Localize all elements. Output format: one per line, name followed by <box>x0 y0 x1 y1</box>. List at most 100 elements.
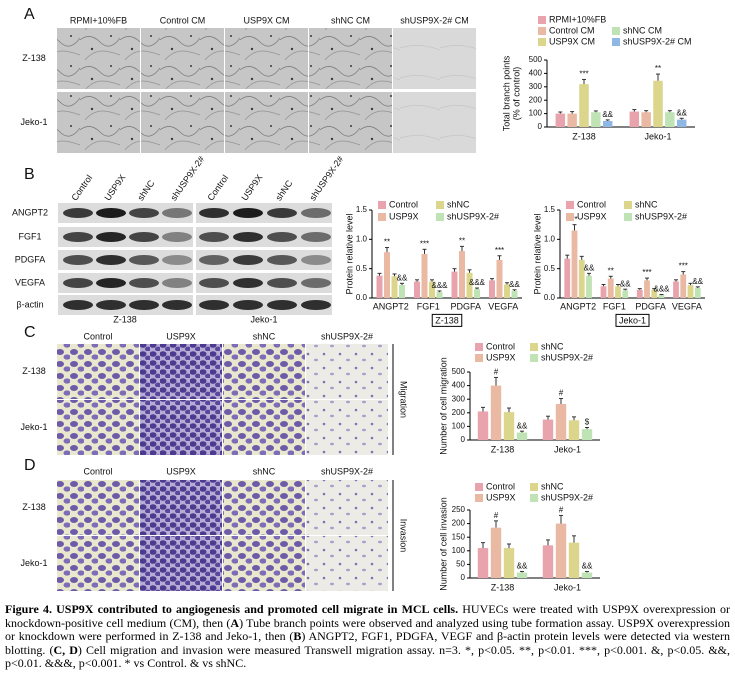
lane-label: Control <box>69 173 94 203</box>
caption-text: ) Cell migration and invasion were measu… <box>5 642 730 671</box>
significance-label: ** <box>384 238 390 247</box>
blot-band <box>96 300 126 310</box>
bar <box>516 432 528 440</box>
caption: Figure 4. USP9X contributed to angiogene… <box>5 602 730 671</box>
bar <box>651 289 658 298</box>
blot-band <box>96 278 126 288</box>
significance-label: $ <box>585 418 590 427</box>
y-tick-label: 500 <box>529 55 543 64</box>
micrograph <box>141 92 224 153</box>
legend-swatch <box>436 213 444 221</box>
bar <box>571 230 578 298</box>
legend-swatch <box>538 27 546 35</box>
blot-band <box>267 232 297 242</box>
y-tick-label: 400 <box>529 69 543 78</box>
bar <box>658 295 665 298</box>
legend-swatch <box>566 213 574 221</box>
legend-swatch <box>612 27 620 35</box>
legend-swatch <box>530 343 538 351</box>
bar <box>391 276 398 298</box>
significance-label: *** <box>642 268 651 277</box>
bar <box>496 259 503 298</box>
y-tick-label: 500 <box>452 367 466 376</box>
y-tick-label: 300 <box>529 82 543 91</box>
significance-label: *** <box>679 262 688 271</box>
significance-label: *** <box>579 70 588 79</box>
significance-label: ** <box>571 215 577 224</box>
legend-swatch <box>530 483 538 491</box>
blot-band <box>162 232 192 242</box>
bar <box>516 572 528 578</box>
caption-ref: B <box>293 629 302 644</box>
x-axis-label: Z-138 <box>435 315 459 325</box>
x-label-box <box>615 313 650 327</box>
y-tick-label: 0 <box>461 435 466 444</box>
significance-label: *** <box>420 239 429 248</box>
bar <box>555 523 567 578</box>
legend-label: shUSP9X-2# <box>635 211 687 221</box>
micrograph <box>306 480 388 535</box>
x-label-box <box>431 313 463 327</box>
bar <box>673 281 679 298</box>
x-tick-label: FGF1 <box>417 301 440 311</box>
blot-band <box>63 232 93 242</box>
legend-label: shNC CM <box>623 25 662 35</box>
y-tick-label: 0.0 <box>356 293 368 302</box>
bar <box>451 271 458 298</box>
blot-band <box>129 232 159 242</box>
significance-label: && <box>676 108 687 117</box>
micrograph <box>223 536 305 591</box>
micrograph <box>306 344 388 399</box>
y-tick-label: 0.0 <box>544 293 556 302</box>
y-tick-label: 150 <box>452 532 466 541</box>
micrograph <box>140 536 222 591</box>
legend-label: Control <box>486 481 515 491</box>
side-label: Invasion <box>399 519 409 553</box>
blot-band <box>199 208 229 218</box>
blot-band <box>63 208 93 218</box>
bar <box>542 545 554 578</box>
micrograph <box>140 480 222 535</box>
y-tick-label: 0 <box>461 573 466 582</box>
y-tick-label: 250 <box>452 505 466 514</box>
blot-band <box>267 278 297 288</box>
blot-band <box>199 255 229 265</box>
blot-band <box>233 208 263 218</box>
y-tick-label: 100 <box>452 422 466 431</box>
legend-label: shUSP9X-2# CM <box>623 36 692 46</box>
panel-label: D <box>24 457 36 474</box>
legend-label: USP9X <box>486 492 516 502</box>
significance-label: # <box>494 368 499 377</box>
legend-label: USP9X <box>389 211 419 221</box>
bar <box>376 275 383 298</box>
bar <box>490 527 502 578</box>
lane-label: shUSP9X-2# <box>168 154 206 202</box>
micrograph <box>57 28 140 89</box>
legend-swatch <box>530 354 538 362</box>
bar <box>503 412 515 440</box>
side-label: Migration <box>399 381 409 418</box>
micrograph <box>309 92 392 153</box>
significance-label: && <box>517 562 528 571</box>
y-tick-label: 100 <box>452 546 466 555</box>
blot-band <box>301 232 331 242</box>
column-header: shUSP9X-2# <box>321 331 373 341</box>
y-tick-label: 0.5 <box>544 264 556 273</box>
y-tick-label: 400 <box>452 381 466 390</box>
blot-band <box>233 278 263 288</box>
legend-label: USP9X <box>486 352 516 362</box>
bar <box>503 548 515 578</box>
row-label: Jeko-1 <box>20 422 47 432</box>
column-header: shNC <box>253 466 276 476</box>
blot-band <box>267 255 297 265</box>
column-header: shNC CM <box>331 15 370 25</box>
bar <box>568 420 580 440</box>
legend-swatch <box>624 213 632 221</box>
blot-band <box>199 232 229 242</box>
x-tick-label: Jeko-1 <box>554 582 581 592</box>
micrograph <box>57 344 139 399</box>
significance-label: &&& <box>431 281 448 290</box>
bar <box>622 290 629 298</box>
x-axis-label: Jeko-1 <box>619 315 646 325</box>
bar <box>600 286 607 298</box>
